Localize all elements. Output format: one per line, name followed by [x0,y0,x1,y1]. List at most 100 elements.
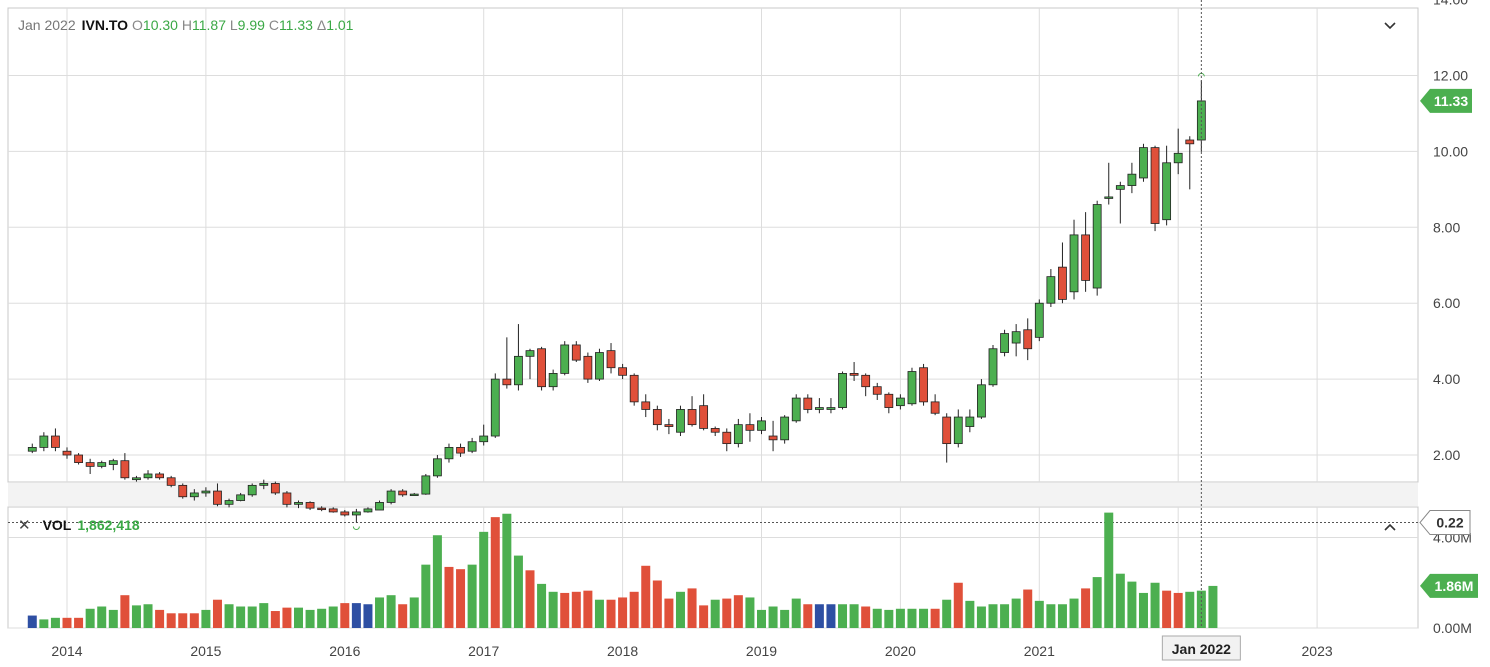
candle-body [1081,234,1090,281]
volume-bar [1057,604,1067,628]
volume-bar [641,565,651,628]
candle-body [1046,276,1056,304]
y-tick-label: 14.00 [1433,0,1468,8]
candle-body [791,397,801,422]
candle-body [155,473,165,479]
candle-body [444,447,454,460]
candle-body [838,373,847,408]
volume-bar [375,597,385,628]
volume-bar [629,591,639,628]
volume-bar [826,604,836,628]
volume-bar [652,580,662,628]
last-volume-badge [1420,573,1478,598]
low-price-badge [1419,510,1471,536]
volume-bar [467,564,477,628]
candle-body [143,473,153,479]
volume-bar [1150,582,1160,628]
candle-body [74,454,83,463]
candle-body [317,507,327,511]
close-icon[interactable]: ✕ [18,517,31,534]
candle-body [178,484,188,498]
legend-open-label: O [132,17,143,33]
candle-body [294,502,303,505]
candle-body [490,378,500,437]
candle-body [942,416,952,445]
panel-divider [8,483,1418,506]
chevron-up-icon[interactable] [1384,521,1396,535]
volume-bar [745,597,755,628]
candle-body [432,458,442,477]
volume-bar [930,608,940,628]
candle-body [270,483,280,494]
candle-body [826,407,836,410]
legend-close: 11.33 [278,17,313,33]
candle-body [189,492,199,498]
candle-body [803,397,813,410]
candle-body [27,447,37,452]
volume-bar [1173,592,1183,628]
volume-bar [421,564,431,628]
candles-group [27,80,1206,523]
legend-high-label: H [181,17,192,33]
volume-legend: ✕ VOL 1,862,418 [18,516,140,534]
candle-body [560,344,570,374]
volume-bar [212,599,222,628]
volume-bar [247,606,257,628]
candle-body [953,416,963,445]
volume-bar [259,603,269,628]
candle-body [502,378,512,386]
candle-body [85,462,95,467]
candle-body [896,397,905,407]
candle-body [1069,234,1079,293]
candle-body [699,405,709,429]
legend-symbol: IVN.TO [81,17,129,33]
crosshair-date-box [1161,635,1241,661]
volume-bar [201,609,211,628]
legend-change-label: Δ [316,17,327,33]
candle-body [814,407,824,410]
volume-bar [687,588,697,628]
chevron-down-icon[interactable] [1384,20,1396,34]
volume-bar [560,592,570,628]
candle-body [1000,333,1009,353]
volume-bar [1046,604,1056,628]
candle-body [919,367,928,403]
x-tick-label: 2016 [329,643,360,659]
volume-bar [363,604,373,628]
volume-bar [513,555,523,628]
volume-bar [155,609,165,628]
candle-body [409,493,419,496]
y-tick-label: 2.00 [1433,447,1460,463]
volume-bar [386,595,396,628]
volume-bar [166,613,176,628]
candle-body [930,401,940,414]
volume-bar [282,607,292,628]
volume-bar [537,583,547,628]
legend-low: 9.99 [237,17,265,33]
volume-bar [1185,591,1195,628]
candle-body [965,416,975,427]
candle-body [884,393,894,408]
volume-bar [1000,604,1010,628]
candle-body [907,371,917,405]
volume-bar [1104,512,1114,628]
volume-bar [1081,588,1091,628]
volume-bar [895,608,905,628]
x-tick-label: 2021 [1024,643,1055,659]
candle-body [571,344,581,361]
volume-bar [768,606,778,628]
candle-body [548,373,558,388]
volume-bar [861,606,871,628]
candle-body [166,477,176,486]
candle-body [652,409,662,426]
x-tick-label: 2018 [607,643,638,659]
volume-bar [351,603,361,628]
candle-body [62,450,72,456]
low-price-label: 0.22 [1436,515,1463,531]
candle-body [375,502,384,511]
volume-bar [490,517,500,628]
volume-bar [340,603,350,628]
volume-bar [85,608,95,628]
